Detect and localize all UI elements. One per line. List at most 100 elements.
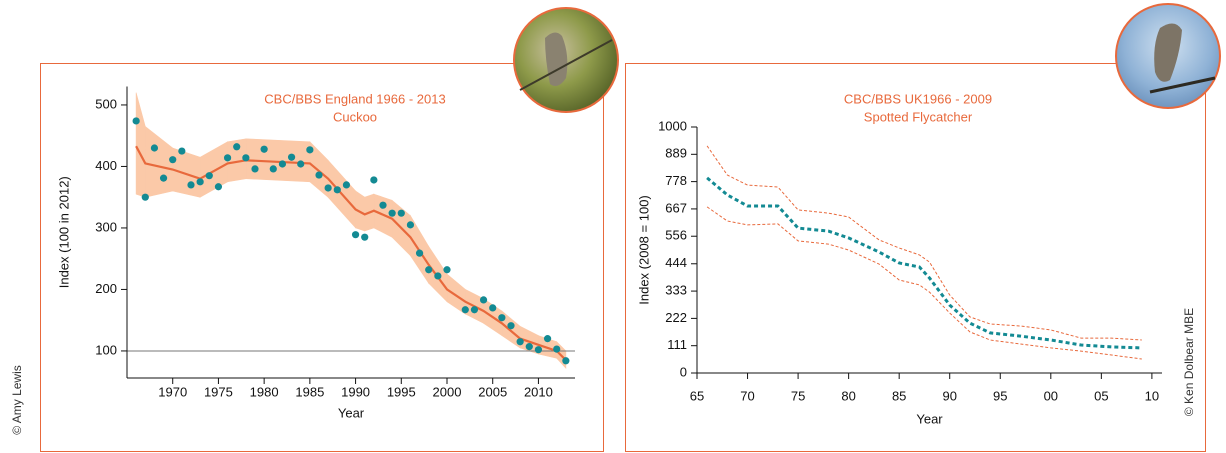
y-tick-label: 300 [95, 219, 117, 234]
chart-subtitle: Cuckoo [333, 109, 377, 124]
y-tick-label: 222 [665, 310, 687, 325]
confidence-band [135, 92, 146, 198]
x-tick-label: 95 [993, 388, 1007, 403]
confidence-band [199, 141, 228, 198]
chart-title: CBC/BBS UK1966 - 2009 [844, 91, 992, 106]
panel-frame [625, 63, 1206, 452]
y-tick-label: 400 [95, 158, 117, 173]
data-point [507, 322, 515, 330]
x-tick-label: 1995 [387, 384, 416, 399]
confidence-band [172, 147, 201, 198]
data-point [498, 314, 506, 322]
data-point [187, 181, 195, 189]
y-tick-label: 200 [95, 281, 117, 296]
data-point [434, 272, 442, 280]
y-tick-label: 667 [665, 200, 687, 215]
data-point [150, 144, 159, 152]
data-point [333, 186, 341, 194]
photo [1115, 3, 1221, 109]
data-point [260, 145, 268, 153]
data-point [370, 176, 378, 184]
x-tick-label: 2010 [524, 384, 553, 399]
data-point [251, 165, 259, 173]
trend-line [135, 145, 567, 361]
x-axis-label: Year [916, 411, 943, 426]
data-point [342, 181, 351, 189]
x-tick-label: 00 [1044, 388, 1058, 403]
y-tick-label: 500 [95, 96, 117, 111]
y-tick-label: 0 [680, 364, 687, 379]
photo-credit: © Ken Dolbear MBE [1182, 308, 1196, 416]
x-tick-label: 2005 [478, 384, 507, 399]
data-point [278, 160, 287, 168]
data-point [315, 171, 323, 179]
data-point [479, 296, 488, 304]
x-tick-label: 05 [1094, 388, 1108, 403]
y-axis-label: Index (100 in 2012) [56, 176, 71, 288]
y-tick-label: 100 [95, 342, 117, 357]
x-tick-label: 85 [892, 388, 906, 403]
data-point [287, 153, 296, 161]
data-point [553, 345, 561, 353]
data-point [534, 346, 543, 354]
y-tick-label: 556 [665, 228, 687, 243]
y-tick-label: 889 [665, 146, 687, 161]
data-point [470, 306, 479, 314]
data-point [406, 221, 415, 229]
y-axis-label: Index (2008 = 100) [636, 195, 651, 305]
photo-credit: © Amy Lewis [10, 365, 24, 435]
x-tick-label: 65 [690, 388, 704, 403]
x-tick-label: 90 [942, 388, 956, 403]
y-tick-label: 333 [665, 283, 687, 298]
data-point [297, 160, 305, 168]
data-point [443, 266, 451, 274]
data-point [205, 172, 213, 180]
data-point [379, 201, 387, 209]
data-point [562, 357, 570, 365]
confidence-limit [706, 206, 1142, 360]
data-point [415, 249, 424, 257]
data-point [543, 335, 552, 343]
data-point [269, 165, 277, 173]
data-point [361, 233, 369, 241]
x-tick-label: 2000 [433, 384, 462, 399]
data-point [425, 266, 433, 274]
data-point [489, 304, 497, 312]
trend-line [706, 176, 1142, 350]
data-point [351, 231, 360, 239]
data-point [525, 343, 533, 351]
x-tick-label: 10 [1145, 388, 1159, 403]
x-tick-label: 1970 [158, 384, 187, 399]
data-point [159, 174, 168, 182]
charts: CBC/BBS England 1966 - 2013 Cuckoo Index (… [10, 86, 1196, 435]
data-point [141, 193, 149, 201]
x-tick-label: 1975 [204, 384, 233, 399]
x-tick-label: 80 [841, 388, 855, 403]
x-tick-label: 75 [791, 388, 805, 403]
x-tick-label: 1985 [295, 384, 324, 399]
data-point [461, 306, 469, 314]
y-tick-label: 111 [667, 337, 687, 352]
data-point [306, 146, 314, 154]
x-tick-label: 70 [740, 388, 754, 403]
data-point [178, 147, 186, 155]
data-point [516, 338, 524, 346]
data-point [196, 178, 204, 186]
y-tick-label: 778 [665, 173, 687, 188]
chart-subtitle: Spotted Flycatcher [864, 109, 973, 124]
panel-frame [40, 63, 604, 452]
data-point [324, 184, 332, 192]
x-axis-label: Year [338, 405, 365, 420]
photo [513, 7, 619, 113]
y-tick-label: 1000 [658, 118, 687, 133]
data-point [242, 154, 250, 162]
data-point [233, 143, 241, 151]
data-point [132, 117, 140, 125]
chart-title: CBC/BBS England 1966 - 2013 [264, 91, 445, 106]
data-point [214, 183, 223, 191]
x-tick-label: 1980 [250, 384, 279, 399]
data-point [397, 209, 405, 217]
y-tick-label: 444 [665, 255, 687, 270]
x-tick-label: 1990 [341, 384, 370, 399]
